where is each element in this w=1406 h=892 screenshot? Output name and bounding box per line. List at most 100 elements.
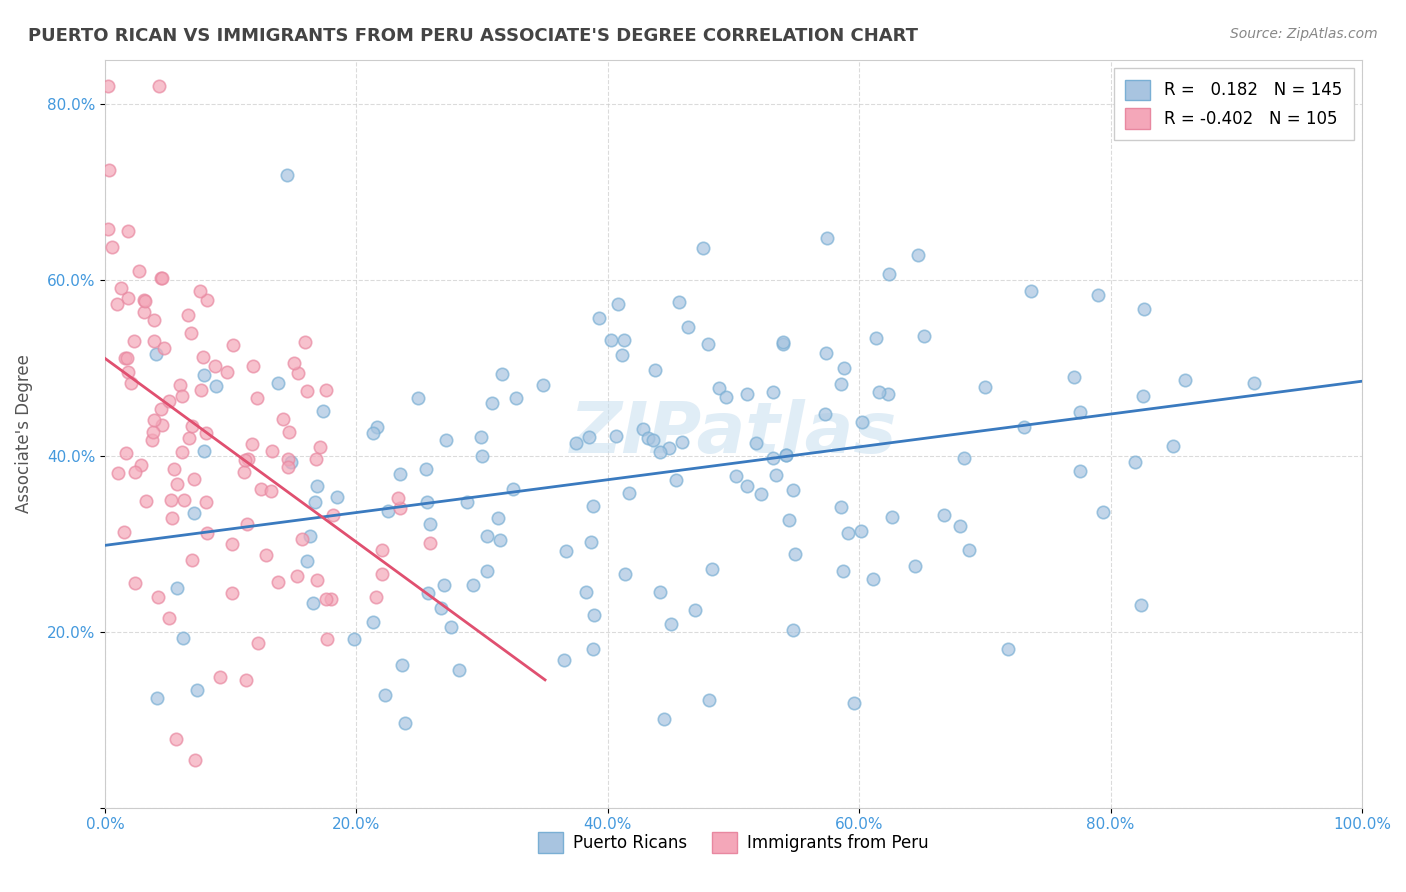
Point: [173, 493, 195, 508]
Point: [778, 513, 800, 527]
Point: [148, 78, 170, 93]
Point: [1161, 439, 1184, 453]
Point: [271, 412, 294, 426]
Point: [146, 690, 169, 705]
Point: [177, 308, 200, 322]
Point: [277, 460, 299, 475]
Point: [644, 362, 666, 376]
Point: [578, 429, 600, 443]
Point: [112, 524, 135, 539]
Point: [1243, 376, 1265, 390]
Point: [582, 607, 605, 622]
Point: [305, 573, 328, 587]
Point: [114, 351, 136, 365]
Point: [120, 376, 142, 391]
Point: [204, 378, 226, 392]
Point: [242, 359, 264, 374]
Point: [865, 331, 887, 345]
Point: [772, 335, 794, 350]
Point: [295, 384, 318, 398]
Point: [665, 473, 688, 487]
Point: [1063, 369, 1085, 384]
Point: [862, 572, 884, 586]
Point: [371, 566, 394, 581]
Point: [195, 425, 218, 440]
Point: [169, 377, 191, 392]
Point: [143, 334, 166, 348]
Point: [238, 451, 260, 466]
Point: [416, 495, 439, 509]
Point: [1133, 301, 1156, 316]
Point: [588, 310, 610, 325]
Point: [267, 376, 290, 390]
Point: [607, 297, 630, 311]
Point: [150, 271, 173, 285]
Point: [172, 631, 194, 645]
Point: [157, 611, 180, 625]
Text: PUERTO RICAN VS IMMIGRANTS FROM PERU ASSOCIATE'S DEGREE CORRELATION CHART: PUERTO RICAN VS IMMIGRANTS FROM PERU ASS…: [28, 27, 918, 45]
Point: [134, 293, 156, 308]
Point: [322, 508, 344, 522]
Point: [326, 490, 349, 504]
Point: [135, 494, 157, 508]
Point: [204, 359, 226, 373]
Point: [762, 384, 785, 399]
Point: [633, 422, 655, 436]
Point: [240, 437, 263, 451]
Point: [195, 494, 218, 508]
Point: [654, 713, 676, 727]
Point: [613, 333, 636, 347]
Point: [221, 586, 243, 600]
Text: Source: ZipAtlas.com: Source: ZipAtlas.com: [1230, 27, 1378, 41]
Point: [309, 441, 332, 455]
Point: [1174, 373, 1197, 387]
Point: [470, 430, 492, 444]
Point: [221, 537, 243, 551]
Point: [97, 162, 120, 177]
Point: [391, 657, 413, 672]
Point: [1019, 284, 1042, 298]
Point: [842, 696, 865, 710]
Point: [315, 592, 337, 607]
Point: [143, 313, 166, 327]
Point: [165, 731, 187, 746]
Point: [117, 351, 139, 365]
Point: [415, 462, 437, 476]
Point: [505, 391, 527, 405]
Point: [364, 590, 387, 604]
Point: [195, 525, 218, 540]
Point: [394, 716, 416, 731]
Point: [285, 568, 308, 582]
Point: [297, 554, 319, 568]
Point: [882, 509, 904, 524]
Point: [107, 467, 129, 481]
Point: [117, 365, 139, 379]
Point: [131, 458, 153, 473]
Point: [461, 577, 484, 591]
Point: [221, 337, 243, 351]
Point: [612, 348, 634, 362]
Point: [315, 383, 337, 397]
Point: [600, 333, 623, 347]
Point: [166, 581, 188, 595]
Point: [1144, 114, 1167, 128]
Point: [575, 584, 598, 599]
Point: [953, 451, 976, 466]
Point: [141, 434, 163, 448]
Point: [502, 483, 524, 497]
Point: [775, 448, 797, 462]
Point: [475, 564, 498, 578]
Point: [440, 620, 463, 634]
Point: [377, 504, 399, 518]
Point: [582, 499, 605, 513]
Point: [683, 603, 706, 617]
Point: [782, 624, 804, 638]
Point: [277, 452, 299, 467]
Point: [491, 367, 513, 381]
Point: [305, 451, 328, 466]
Point: [166, 477, 188, 491]
Point: [291, 532, 314, 546]
Point: [553, 652, 575, 666]
Point: [714, 390, 737, 404]
Point: [531, 378, 554, 392]
